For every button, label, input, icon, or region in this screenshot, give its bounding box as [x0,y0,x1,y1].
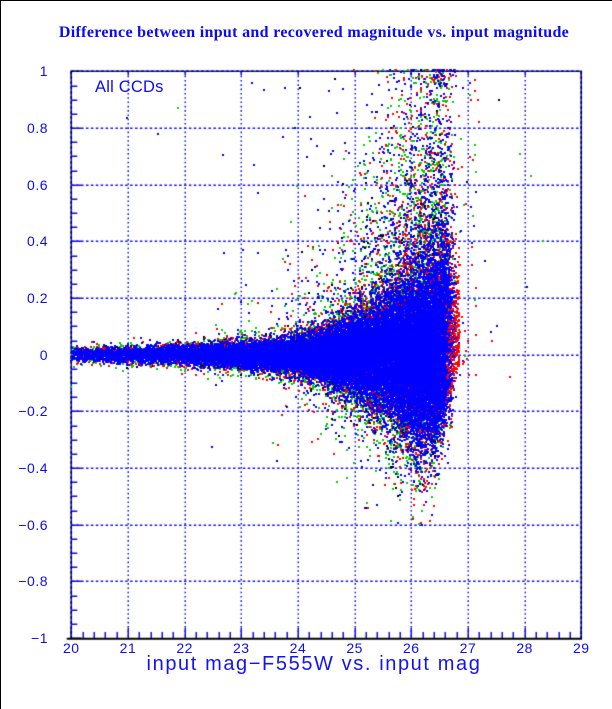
x-tick-label: 22 [176,640,193,656]
y-tick-label: −1 [31,630,48,646]
y-tick-label: −0.8 [18,573,48,590]
x-axis-label: input mag−F555W vs. input mag [146,653,482,675]
y-tick-label: 0.8 [27,120,48,137]
y-tick-label: 1 [39,63,48,80]
x-tick-label: 23 [233,640,250,656]
y-tick-label: 0.4 [27,233,48,250]
y-tick-label: 0 [39,346,48,363]
x-tick-label: 28 [516,640,533,656]
x-tick-label: 20 [63,640,80,656]
chart-title: Difference between input and recovered m… [58,24,570,41]
x-tick-label: 25 [346,640,363,656]
x-tick-label: 27 [459,640,477,656]
x-tick-label: 26 [403,640,420,656]
y-tick-label: 0.6 [27,176,48,193]
y-tick-label: −0.6 [18,516,48,533]
x-tick-label: 21 [119,640,137,656]
y-tick-label: −0.4 [18,460,48,477]
x-tick-label: 29 [573,640,590,656]
ccd-annotation: All CCDs [95,78,164,96]
y-tick-label: 0.2 [27,290,48,307]
x-tick-label: 24 [289,640,307,656]
window-border-top [0,0,612,1]
y-tick-label: −0.2 [18,403,48,420]
window-border-left [0,0,1,709]
